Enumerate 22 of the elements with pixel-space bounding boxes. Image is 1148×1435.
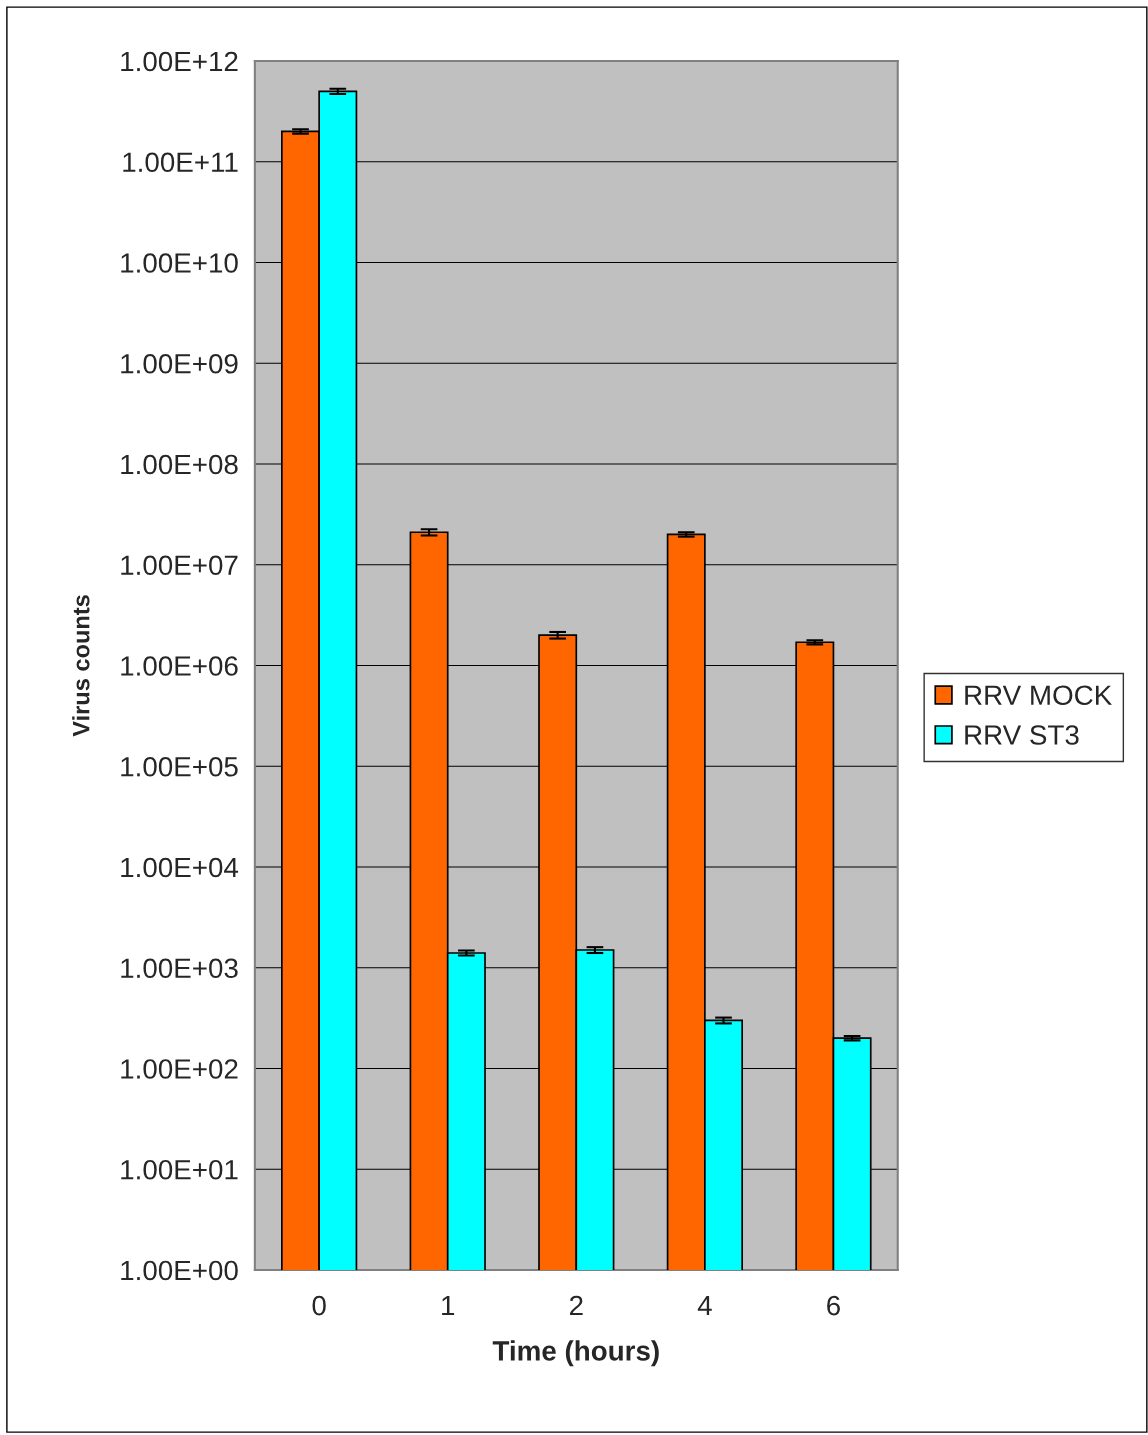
y-tick-label: 1.00E+11 (123, 152, 238, 173)
x-tick-label: 4 (697, 1295, 712, 1316)
x-tick-label: 1 (442, 1295, 455, 1316)
x-tick-label: 2 (569, 1295, 583, 1316)
y-tick-label: 1.00E+02 (121, 1059, 238, 1079)
x-tick-label: 0 (312, 1295, 326, 1316)
y-tick-label: 1.00E+09 (121, 353, 238, 374)
y-tick-label: 1.00E+07 (121, 555, 238, 576)
y-tick-label: 1.00E+10 (121, 253, 238, 273)
legend-label: RRV ST3 (965, 725, 1079, 745)
y-tick-label: 1.00E+04 (121, 857, 239, 878)
y-axis-title: Virus counts (72, 595, 90, 737)
y-tick-label: 1.00E+06 (121, 656, 238, 676)
y-tick-label: 1.00E+00 (121, 1260, 238, 1281)
y-tick-label: 1.00E+08 (121, 454, 238, 475)
y-tick-label: 1.00E+05 (121, 756, 238, 777)
x-tick-label: 6 (827, 1295, 840, 1316)
legend-label: RRV MOCK (965, 685, 1112, 706)
y-tick-label: 1.00E+12 (121, 51, 238, 72)
y-tick-label: 1.00E+01 (121, 1159, 238, 1180)
y-tick-label: 1.00E+03 (121, 958, 238, 979)
x-axis-title: Time (hours) (492, 1340, 659, 1367)
